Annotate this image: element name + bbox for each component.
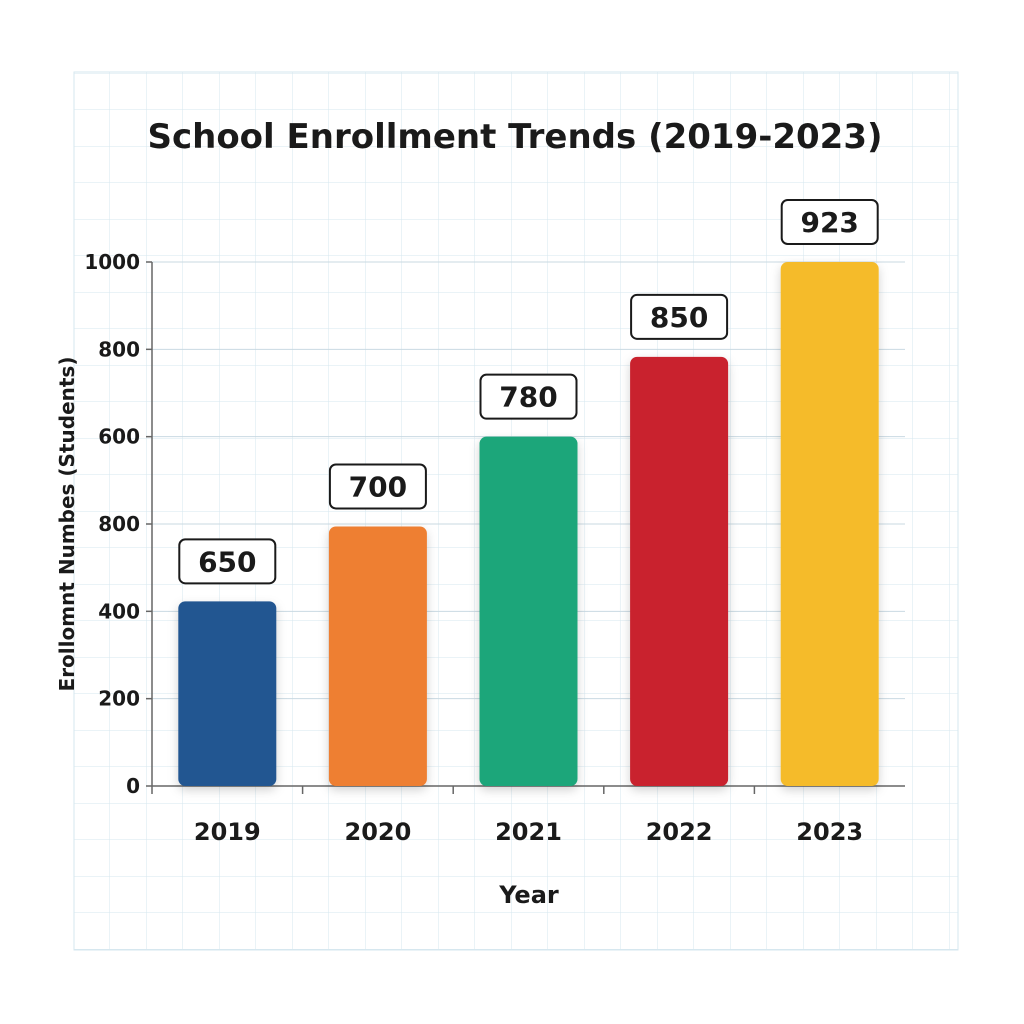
data-label: 850 — [650, 301, 708, 334]
y-tick-label: 600 — [98, 425, 140, 449]
bar-2020 — [328, 526, 427, 786]
chart-title: School Enrollment Trends (2019-2023) — [147, 117, 882, 157]
data-label: 700 — [349, 470, 407, 503]
data-label: 780 — [499, 381, 557, 414]
bar-2023 — [780, 262, 879, 786]
x-tick-label: 2022 — [646, 818, 713, 846]
y-axis-ticks: 0 200 400 800 600 800 1000 — [84, 250, 152, 798]
x-tick-label: 2020 — [345, 818, 412, 846]
data-label-box — [178, 538, 277, 585]
bars: 650 700 780 850 923 — [178, 199, 879, 786]
y-tick-label: 1000 — [84, 250, 140, 274]
bar-2021 — [479, 436, 578, 786]
x-tick-label: 2023 — [796, 818, 863, 846]
major-gridlines — [152, 261, 905, 700]
y-tick-label: 0 — [126, 774, 140, 798]
bar-2022 — [630, 356, 729, 786]
data-label-box — [780, 199, 879, 245]
y-axis-label: Erollomnt Numbes (Students) — [55, 357, 79, 692]
x-tick-label: 2019 — [194, 818, 261, 846]
bar-2019 — [178, 601, 277, 786]
x-axis-label: Year — [498, 881, 559, 909]
data-label-box — [630, 293, 729, 340]
x-tick-label: 2021 — [495, 818, 562, 846]
y-tick-label: 800 — [98, 337, 140, 361]
y-tick-label: 400 — [98, 599, 140, 623]
data-label: 923 — [800, 206, 858, 239]
data-label: 650 — [198, 545, 256, 578]
y-tick-label: 800 — [98, 512, 140, 536]
data-label-box — [479, 373, 578, 420]
data-label-box — [328, 463, 427, 510]
x-axis-ticks: 2019 2020 2021 2022 2023 — [194, 786, 863, 846]
y-tick-label: 200 — [98, 687, 140, 711]
